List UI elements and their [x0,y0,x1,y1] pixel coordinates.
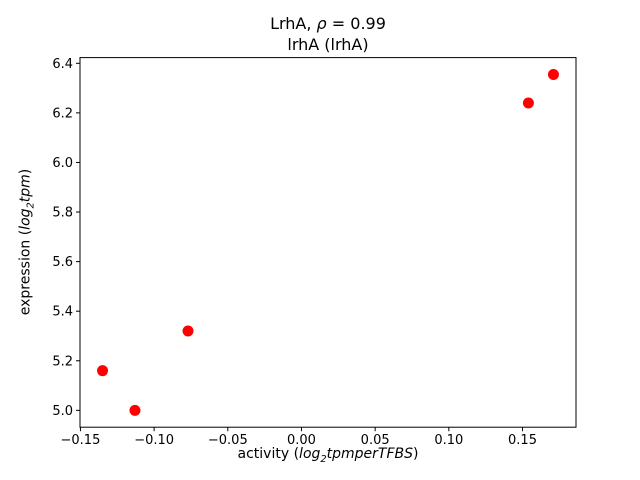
title-line2-text: lrhA (lrhA) [287,35,369,54]
data-point [547,68,559,80]
y-tick-label: 5.0 [52,404,73,419]
x-tick-label: 0.00 [287,433,316,448]
y-tick-label: 6.0 [52,156,73,171]
title-suffix: = 0.99 [326,14,386,33]
chart-title-line1: LrhA, ρ = 0.99 [80,13,576,34]
chart-title-line2: lrhA (lrhA) [80,34,576,55]
x-axis-label: activity (log2tpmperTFBS) [238,446,419,465]
x-tick-label: 0.15 [508,433,537,448]
title-prefix: LrhA, [270,14,317,33]
chart-title: LrhA, ρ = 0.99 lrhA (lrhA) [80,13,576,55]
data-point [522,97,534,109]
ylabel-sub: 2 [25,202,37,209]
y-axis-label: expression (log2tpm) [18,169,37,316]
ylabel-prefix: expression ( [17,229,34,316]
xlabel-log: log [299,446,321,462]
title-rho: ρ [316,14,327,33]
y-tick-label: 5.2 [52,354,73,369]
x-tick-label: 0.05 [361,433,390,448]
axes-frame [79,57,577,428]
ylabel-log: log [17,208,34,230]
data-point [182,325,194,337]
y-tick-label: 6.2 [52,106,73,121]
x-tick-label: −0.10 [134,433,174,448]
ylabel-rest: tpm [17,174,34,203]
xlabel-rest: tpmperTFBS [326,446,414,462]
x-tick-label: 0.10 [434,433,463,448]
y-tick-label: 5.4 [52,305,73,320]
y-tick-label: 6.4 [52,57,73,72]
data-point [97,365,109,377]
y-tick-label: 5.8 [52,206,73,221]
ylabel-suffix: ) [17,168,34,175]
data-point [129,404,141,416]
xlabel-suffix: ) [413,446,419,462]
xlabel-prefix: activity ( [237,446,300,462]
y-tick-label: 5.6 [52,255,73,270]
x-tick-label: −0.15 [61,433,101,448]
x-tick-label: −0.05 [208,433,248,448]
xlabel-sub: 2 [320,453,327,465]
